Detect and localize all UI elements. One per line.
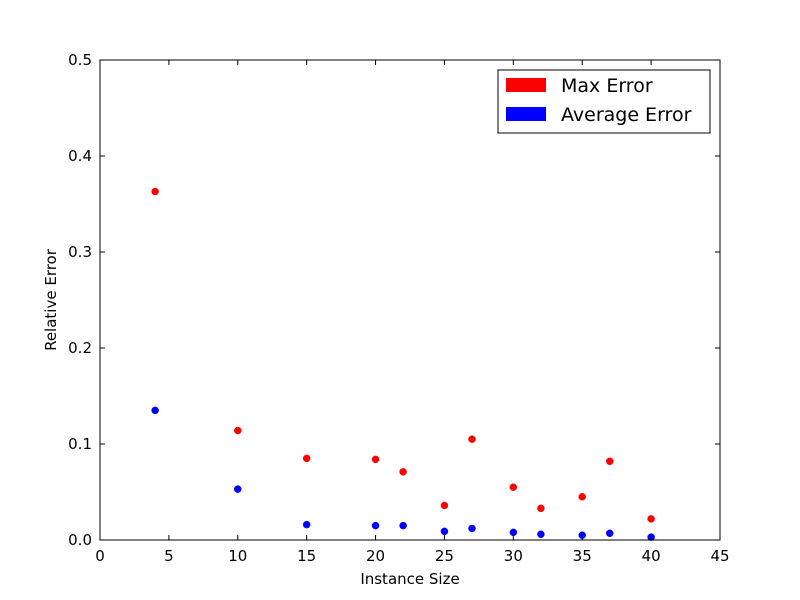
x-tick-label: 10 — [228, 547, 247, 565]
data-point-average-error — [578, 531, 586, 539]
data-point-max-error — [537, 504, 545, 513]
data-point-average-error — [234, 485, 242, 493]
data-point-max-error — [399, 468, 407, 476]
data-point-average-error — [302, 520, 311, 529]
data-point-average-error — [647, 533, 655, 541]
y-tick-label: 0.5 — [68, 51, 92, 69]
data-point-max-error — [468, 435, 476, 443]
data-point-average-error — [440, 527, 449, 536]
y-tick-label: 0.0 — [68, 531, 92, 549]
legend: Max Error Average Error — [497, 69, 711, 134]
x-tick-label: 40 — [642, 547, 661, 565]
x-tick-label: 25 — [435, 547, 454, 565]
data-point-max-error — [302, 454, 311, 463]
y-axis-label: Relative Error — [42, 248, 60, 351]
legend-swatch-max-error — [506, 78, 546, 92]
axis-ticks: 0 5 10 15 20 25 30 35 40 45 0.0 0.1 0.2 0.3 0.4 0.5 — [68, 51, 729, 565]
legend-label-average-error: Average Error — [561, 104, 692, 126]
x-tick-label: 20 — [366, 547, 385, 565]
y-tick-label: 0.1 — [68, 435, 92, 453]
legend-label-max-error: Max Error — [561, 75, 653, 97]
data-point-max-error — [440, 501, 449, 510]
y-tick-label: 0.2 — [68, 339, 92, 357]
data-point-average-error — [509, 528, 518, 537]
y-tick-label: 0.4 — [68, 147, 92, 165]
data-point-max-error — [509, 483, 518, 491]
data-point-max-error — [234, 426, 242, 435]
x-axis-label: Instance Size — [360, 570, 459, 588]
x-tick-label: 5 — [164, 547, 174, 565]
data-points — [151, 187, 655, 541]
data-point-average-error — [468, 524, 476, 533]
data-point-max-error — [606, 457, 614, 466]
data-point-average-error — [399, 521, 407, 530]
y-tick-label: 0.3 — [68, 243, 92, 261]
data-point-max-error — [578, 493, 586, 501]
data-point-average-error — [151, 406, 159, 415]
x-tick-label: 35 — [573, 547, 592, 565]
x-tick-label: 0 — [95, 547, 105, 565]
data-point-average-error — [537, 530, 545, 538]
x-tick-label: 30 — [504, 547, 523, 565]
data-point-average-error — [606, 529, 614, 538]
data-point-average-error — [371, 521, 380, 530]
x-tick-label: 15 — [297, 547, 316, 565]
legend-swatch-average-error — [506, 107, 546, 121]
data-point-max-error — [371, 455, 380, 464]
x-tick-label: 45 — [710, 547, 729, 565]
plot-frame — [99, 59, 721, 541]
data-point-max-error — [151, 187, 159, 196]
data-point-max-error — [647, 515, 655, 523]
